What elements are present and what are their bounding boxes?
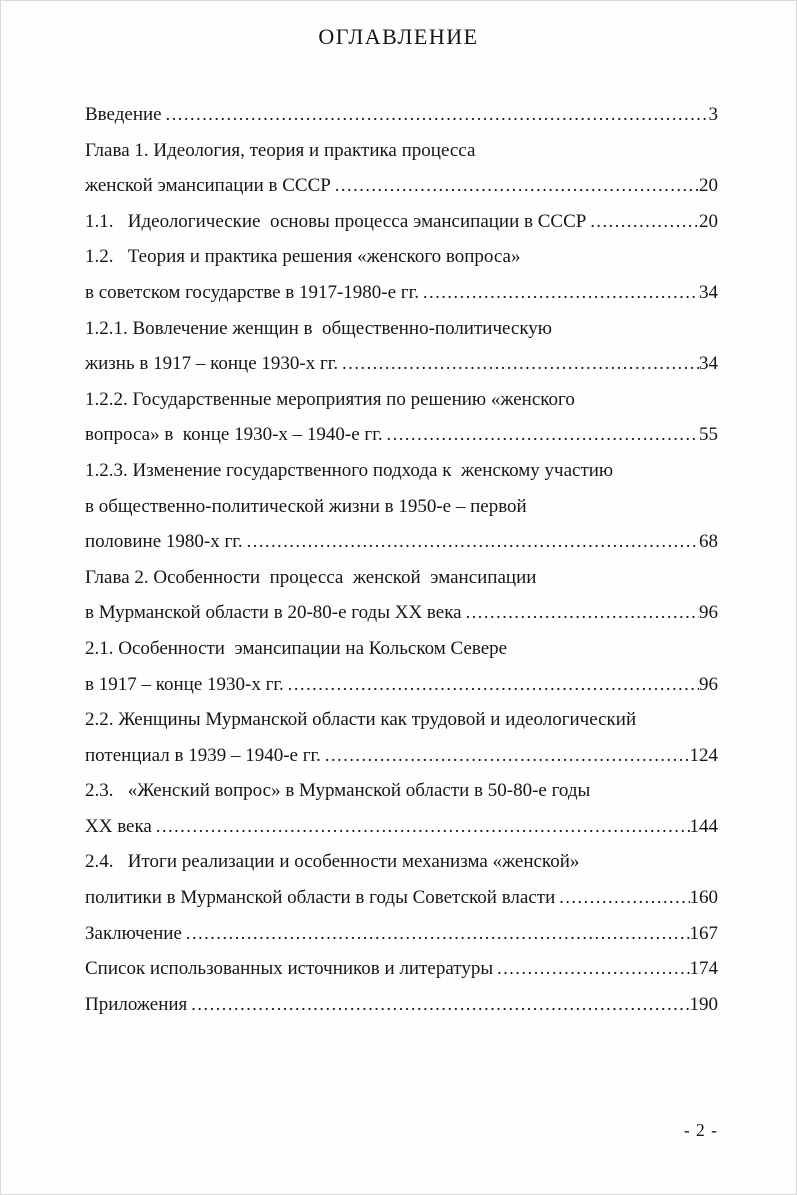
toc-entry-text: Глава 2. Особенности процесса женской эм…	[85, 566, 537, 588]
toc-entry: в 1917 – конце 1930-х гг. 96	[85, 667, 718, 703]
table-of-contents: Введение 3 Глава 1. Идеология, теория и …	[85, 97, 718, 1022]
toc-entry: женской эмансипации в СССР 20	[85, 168, 718, 204]
toc-entry-page: 55	[699, 424, 718, 446]
toc-entry: Введение 3	[85, 97, 718, 133]
toc-entry-text: в общественно-политической жизни в 1950-…	[85, 495, 527, 517]
toc-entry: 1.2.1. Вовлечение женщин в общественно-п…	[85, 311, 718, 347]
toc-entry: потенциал в 1939 – 1940-е гг. 124	[85, 738, 718, 774]
dot-leader	[288, 667, 699, 703]
dot-leader	[423, 275, 699, 311]
toc-entry-page: 68	[699, 531, 718, 553]
toc-entry: 2.4. Итоги реализации и особенности меха…	[85, 844, 718, 880]
toc-entry: 1.1. Идеологические основы процесса эман…	[85, 204, 718, 240]
toc-entry-text: Глава 1. Идеология, теория и практика пр…	[85, 139, 476, 161]
toc-entry: в общественно-политической жизни в 1950-…	[85, 489, 718, 525]
toc-entry-text: 2.2. Женщины Мурманской области как труд…	[85, 709, 637, 731]
toc-entry: 1.2. Теория и практика решения «женского…	[85, 239, 718, 275]
dot-leader	[186, 916, 690, 952]
dot-leader	[590, 204, 699, 240]
toc-entry: XX века 144	[85, 809, 718, 845]
toc-entry: 2.1. Особенности эмансипации на Кольском…	[85, 631, 718, 667]
toc-entry-text: Приложения	[85, 993, 188, 1015]
dot-leader	[387, 417, 699, 453]
page-title: ОГЛАВЛЕНИЕ	[318, 24, 479, 49]
toc-entry-page: 160	[689, 887, 719, 909]
toc-entry-text: в 1917 – конце 1930-х гг.	[85, 673, 284, 695]
toc-entry: Приложения 190	[85, 987, 718, 1023]
toc-entry-page: 3	[708, 104, 719, 125]
toc-entry-page: 20	[699, 175, 718, 197]
toc-entry: вопроса» в конце 1930-х – 1940-е гг. 55	[85, 417, 718, 453]
toc-entry-text: половине 1980-х гг.	[85, 531, 243, 553]
toc-entry: политики в Мурманской области в годы Сов…	[85, 880, 718, 916]
toc-entry: 2.3. «Женский вопрос» в Мурманской облас…	[85, 773, 718, 809]
toc-entry-text: потенциал в 1939 – 1940-е гг.	[85, 744, 321, 766]
toc-entry-page: 34	[699, 353, 718, 375]
dot-leader	[156, 809, 690, 845]
toc-entry: половине 1980-х гг. 68	[85, 524, 718, 560]
toc-entry: в Мурманской области в 20-80-е годы XX в…	[85, 595, 718, 631]
toc-entry-page: 96	[699, 673, 718, 695]
toc-entry-text: 1.2. Теория и практика решения «женского…	[85, 246, 521, 268]
toc-entry-text: женской эмансипации в СССР	[85, 175, 331, 197]
dot-leader	[559, 880, 689, 916]
toc-entry-page: 167	[689, 922, 719, 944]
toc-entry: Глава 1. Идеология, теория и практика пр…	[85, 133, 718, 169]
toc-entry-page: 96	[699, 602, 718, 624]
dot-leader	[247, 524, 699, 560]
dot-leader	[466, 595, 699, 631]
dot-leader	[342, 346, 699, 382]
toc-entry-page: 124	[689, 744, 719, 766]
dot-leader	[166, 97, 709, 133]
toc-entry: в советском государстве в 1917-1980-е гг…	[85, 275, 718, 311]
toc-entry-page: 190	[689, 993, 719, 1015]
toc-entry: 1.2.2. Государственные мероприятия по ре…	[85, 382, 718, 418]
toc-entry-text: 1.2.3. Изменение государственного подход…	[85, 459, 614, 481]
toc-entry-text: политики в Мурманской области в годы Сов…	[85, 887, 556, 909]
toc-entry-page: 174	[689, 958, 719, 980]
toc-entry: 2.2. Женщины Мурманской области как труд…	[85, 702, 718, 738]
toc-entry-text: жизнь в 1917 – конце 1930-х гг.	[85, 353, 339, 375]
toc-entry-text: Заключение	[85, 922, 182, 944]
toc-entry-text: 2.4. Итоги реализации и особенности меха…	[85, 851, 580, 873]
dot-leader	[191, 987, 689, 1023]
dot-leader	[335, 168, 699, 204]
toc-entry-text: 1.2.1. Вовлечение женщин в общественно-п…	[85, 317, 552, 339]
toc-entry: жизнь в 1917 – конце 1930-х гг. 34	[85, 346, 718, 382]
dot-leader	[325, 738, 690, 774]
toc-entry-page: 34	[699, 281, 718, 303]
toc-entry: Глава 2. Особенности процесса женской эм…	[85, 560, 718, 596]
toc-entry-text: 2.3. «Женский вопрос» в Мурманской облас…	[85, 780, 591, 802]
toc-entry-text: XX века	[85, 815, 152, 837]
toc-entry-text: 1.1. Идеологические основы процесса эман…	[85, 210, 587, 232]
toc-entry-page: 20	[699, 210, 718, 232]
page-number: - 2 -	[683, 1120, 718, 1140]
toc-entry-text: 1.2.2. Государственные мероприятия по ре…	[85, 388, 575, 410]
toc-entry-text: в советском государстве в 1917-1980-е гг…	[85, 281, 420, 303]
toc-entry-text: Введение	[85, 104, 162, 125]
toc-entry-text: в Мурманской области в 20-80-е годы XX в…	[85, 602, 462, 624]
toc-entry: Список использованных источников и литер…	[85, 951, 718, 987]
dot-leader	[497, 951, 689, 987]
toc-entry-text: 2.1. Особенности эмансипации на Кольском…	[85, 637, 508, 659]
toc-entry-page: 144	[689, 815, 719, 837]
toc-entry-text: вопроса» в конце 1930-х – 1940-е гг.	[85, 424, 383, 446]
toc-entry-text: Список использованных источников и литер…	[85, 958, 494, 980]
toc-entry: 1.2.3. Изменение государственного подход…	[85, 453, 718, 489]
toc-entry: Заключение 167	[85, 916, 718, 952]
